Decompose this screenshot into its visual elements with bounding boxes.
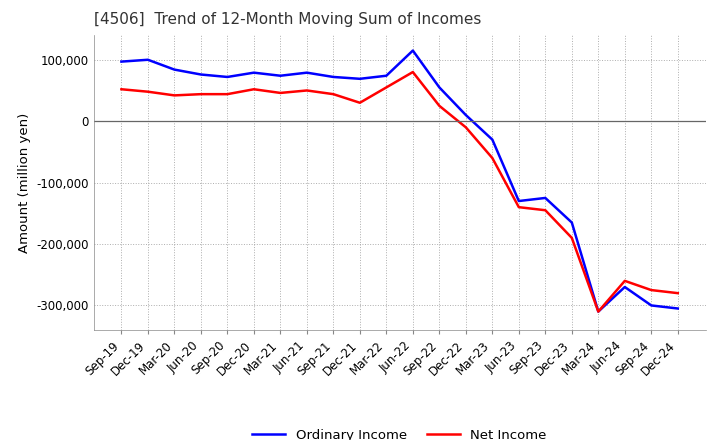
Net Income [382, 85, 391, 90]
Ordinary Income [250, 70, 258, 75]
Net Income [276, 90, 284, 95]
Net Income [515, 205, 523, 210]
Net Income [673, 290, 682, 296]
Ordinary Income [117, 59, 126, 64]
Ordinary Income [223, 74, 232, 80]
Net Income [356, 100, 364, 106]
Ordinary Income [515, 198, 523, 204]
Line: Ordinary Income: Ordinary Income [122, 51, 678, 312]
Ordinary Income [488, 137, 497, 142]
Ordinary Income [567, 220, 576, 225]
Ordinary Income [382, 73, 391, 78]
Net Income [197, 92, 205, 97]
Net Income [143, 89, 152, 94]
Ordinary Income [621, 284, 629, 290]
Line: Net Income: Net Income [122, 72, 678, 312]
Net Income [117, 87, 126, 92]
Ordinary Income [329, 74, 338, 80]
Net Income [462, 125, 470, 130]
Ordinary Income [302, 70, 311, 75]
Net Income [408, 70, 417, 75]
Ordinary Income [673, 306, 682, 311]
Ordinary Income [541, 195, 549, 201]
Text: [4506]  Trend of 12-Month Moving Sum of Incomes: [4506] Trend of 12-Month Moving Sum of I… [94, 12, 481, 27]
Net Income [594, 309, 603, 314]
Net Income [302, 88, 311, 93]
Ordinary Income [170, 67, 179, 72]
Ordinary Income [594, 309, 603, 314]
Ordinary Income [197, 72, 205, 77]
Net Income [621, 278, 629, 283]
Net Income [250, 87, 258, 92]
Net Income [488, 155, 497, 161]
Ordinary Income [462, 112, 470, 117]
Ordinary Income [143, 57, 152, 62]
Net Income [223, 92, 232, 97]
Ordinary Income [276, 73, 284, 78]
Ordinary Income [647, 303, 656, 308]
Legend: Ordinary Income, Net Income: Ordinary Income, Net Income [247, 424, 552, 440]
Net Income [435, 103, 444, 109]
Ordinary Income [356, 76, 364, 81]
Net Income [647, 287, 656, 293]
Y-axis label: Amount (million yen): Amount (million yen) [18, 113, 31, 253]
Net Income [541, 208, 549, 213]
Net Income [329, 92, 338, 97]
Net Income [170, 93, 179, 98]
Ordinary Income [408, 48, 417, 53]
Ordinary Income [435, 85, 444, 90]
Net Income [567, 235, 576, 241]
